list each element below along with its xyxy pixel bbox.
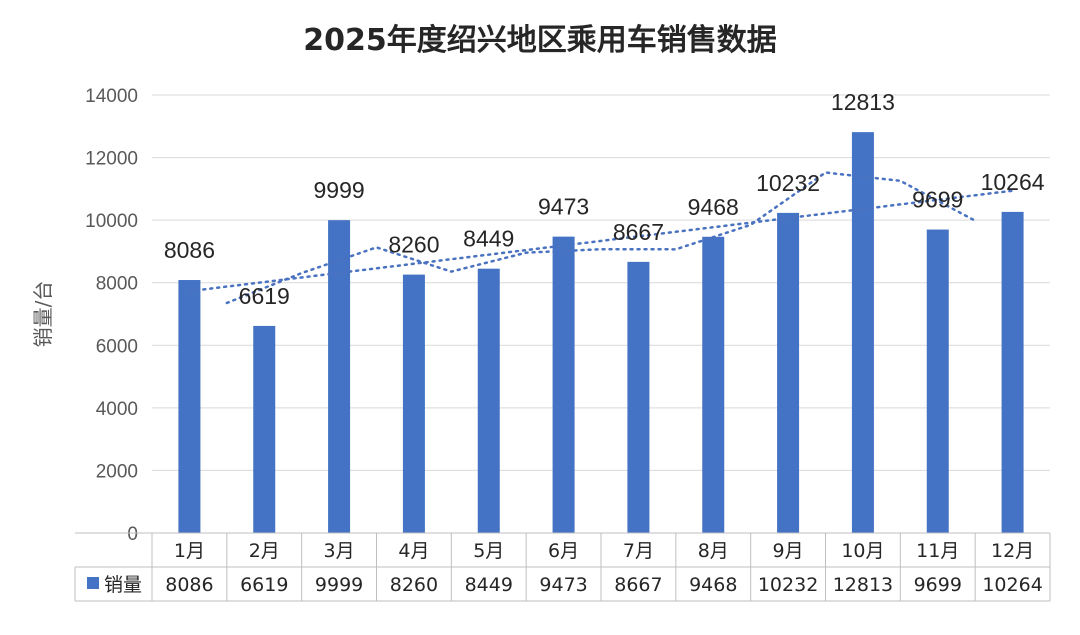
gridlines	[152, 94, 1050, 471]
data-label: 9468	[688, 194, 739, 220]
y-tick-label: 8000	[96, 274, 138, 295]
x-tick-label: 7月	[623, 540, 654, 562]
y-tick-label: 10000	[85, 211, 138, 232]
table-cell-value: 9699	[914, 574, 962, 596]
x-tick-label: 6月	[548, 540, 579, 562]
bar	[702, 236, 725, 533]
data-label: 8260	[388, 232, 439, 258]
table-cell-value: 9999	[315, 574, 363, 596]
bar	[402, 274, 425, 533]
x-tick-label: 8月	[698, 540, 729, 562]
x-tick-label: 4月	[398, 540, 429, 562]
chart-title: 2025年度绍兴地区乘用车销售数据	[303, 23, 777, 58]
table-cell-value: 8260	[390, 574, 438, 596]
linear-trendline	[188, 189, 1014, 293]
table-cell-value: 12813	[833, 574, 893, 596]
data-label: 10264	[981, 169, 1045, 195]
data-label: 12813	[831, 89, 895, 115]
bar	[253, 325, 276, 533]
y-tick-label: 14000	[85, 86, 138, 107]
data-label: 8086	[164, 237, 215, 263]
table-cell-value: 8667	[614, 574, 662, 596]
table-cell-value: 6619	[240, 574, 288, 596]
bar	[926, 229, 949, 533]
data-label: 9473	[538, 194, 589, 220]
legend-series-name: 销量	[104, 574, 142, 596]
bar	[777, 212, 800, 533]
bar	[552, 236, 575, 533]
data-label: 9999	[313, 177, 364, 203]
y-tick-label: 4000	[96, 399, 138, 420]
y-tick-label: 12000	[85, 149, 138, 170]
x-tick-label: 5月	[473, 540, 504, 562]
y-tick-label: 0	[127, 524, 138, 545]
table-cell-value: 10232	[758, 574, 818, 596]
data-labels: 8086 6619 9999 8260 8449 9473 8667 9468 10232 128…	[164, 89, 1045, 309]
bar	[1001, 211, 1024, 533]
x-tick-label: 9月	[773, 540, 804, 562]
data-table: 销量 1月 8086 2月 6619 3月 9999 4月 8260 5月 8449 6月 9473 7月…	[74, 532, 1051, 602]
bar	[851, 132, 874, 533]
x-tick-label: 10月	[841, 540, 884, 562]
table-cell-value: 8086	[165, 574, 213, 596]
bar	[627, 261, 650, 533]
y-tick-label: 2000	[96, 461, 138, 482]
table-cell-value: 9473	[539, 574, 587, 596]
trendlines	[188, 171, 1014, 305]
table-cell-value: 10264	[982, 574, 1042, 596]
table-cell-value: 8449	[465, 574, 513, 596]
x-tick-label: 3月	[324, 540, 355, 562]
data-label: 9699	[912, 187, 963, 213]
moving-average-trendline	[225, 171, 977, 305]
x-tick-label: 12月	[991, 540, 1034, 562]
data-label: 6619	[239, 283, 290, 309]
bar	[328, 220, 351, 534]
data-label: 8667	[613, 219, 664, 245]
bar	[477, 268, 500, 533]
x-tick-label: 11月	[916, 540, 959, 562]
y-axis-ticks: 0 2000 4000 6000 8000 10000 12000 14000	[85, 86, 138, 545]
y-tick-label: 6000	[96, 336, 138, 357]
table-cell-value: 9468	[689, 574, 737, 596]
data-label: 10232	[756, 170, 820, 196]
data-label: 8449	[463, 226, 514, 252]
bar	[178, 280, 201, 533]
legend-key	[87, 577, 99, 589]
x-tick-label: 1月	[174, 540, 205, 562]
y-axis-label: 销量/台	[31, 281, 55, 348]
x-tick-label: 2月	[249, 540, 280, 562]
bars	[178, 132, 1024, 534]
